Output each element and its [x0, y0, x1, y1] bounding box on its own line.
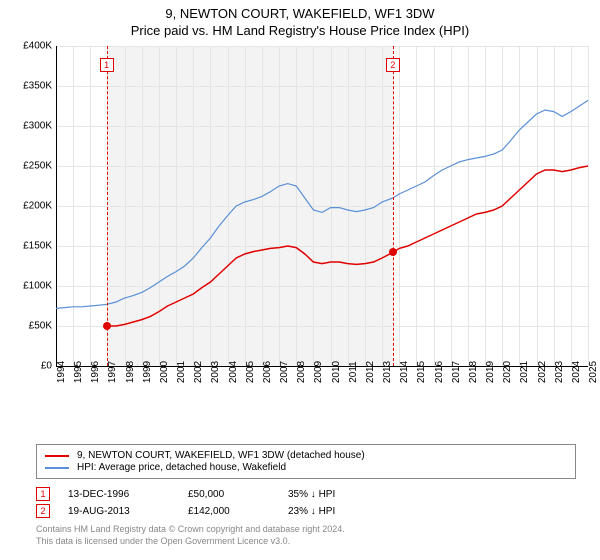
- transaction-date: 19-AUG-2013: [68, 506, 188, 517]
- x-tick-label: 2007: [279, 361, 290, 383]
- x-tick-label: 2024: [571, 361, 582, 383]
- marker-dot: [103, 322, 111, 330]
- transaction-row: 1 13-DEC-1996£50,00035% ↓ HPI: [36, 487, 576, 501]
- line-svg: [56, 46, 588, 366]
- transaction-marker-box: 1: [36, 487, 50, 501]
- series-hpi: [56, 100, 588, 308]
- legend-row: 9, NEWTON COURT, WAKEFIELD, WF1 3DW (det…: [45, 450, 567, 461]
- x-tick-label: 2013: [382, 361, 393, 383]
- transaction-row: 2 19-AUG-2013£142,00023% ↓ HPI: [36, 504, 576, 518]
- y-tick-label: £50K: [29, 321, 52, 332]
- y-tick-label: £100K: [23, 281, 52, 292]
- legend-row: HPI: Average price, detached house, Wake…: [45, 462, 567, 473]
- transactions-table: 1 13-DEC-1996£50,00035% ↓ HPI 2 19-AUG-2013…: [36, 484, 576, 521]
- x-tick-label: 2002: [193, 361, 204, 383]
- marker-box: 2: [386, 58, 400, 72]
- x-tick-label: 2023: [554, 361, 565, 383]
- x-tick-label: 1996: [90, 361, 101, 383]
- x-tick-label: 2019: [485, 361, 496, 383]
- y-tick-label: £300K: [23, 121, 52, 132]
- x-tick-label: 2021: [519, 361, 530, 383]
- x-tick-label: 2010: [331, 361, 342, 383]
- legend: 9, NEWTON COURT, WAKEFIELD, WF1 3DW (det…: [36, 444, 576, 479]
- x-tick-label: 2011: [348, 361, 359, 383]
- legend-label: HPI: Average price, detached house, Wake…: [77, 462, 286, 473]
- legend-swatch: [45, 455, 69, 457]
- y-tick-label: £250K: [23, 161, 52, 172]
- transaction-price: £142,000: [188, 506, 288, 517]
- chart-container: 9, NEWTON COURT, WAKEFIELD, WF1 3DW Pric…: [0, 0, 600, 560]
- x-axis: 1994199519961997199819992000200120022003…: [56, 366, 588, 406]
- x-tick-label: 2017: [451, 361, 462, 383]
- x-tick-label: 2001: [176, 361, 187, 383]
- transaction-price: £50,000: [188, 489, 288, 500]
- marker-dash: [107, 46, 108, 366]
- titles: 9, NEWTON COURT, WAKEFIELD, WF1 3DW Pric…: [0, 0, 600, 38]
- x-tick-label: 2020: [502, 361, 513, 383]
- x-tick-label: 2018: [468, 361, 479, 383]
- gridline-v: [588, 46, 589, 366]
- x-tick-label: 1995: [73, 361, 84, 383]
- x-tick-label: 2015: [416, 361, 427, 383]
- y-tick-label: £400K: [23, 41, 52, 52]
- x-tick-label: 1999: [142, 361, 153, 383]
- plot-area: 12: [56, 46, 588, 366]
- title-address: 9, NEWTON COURT, WAKEFIELD, WF1 3DW: [0, 6, 600, 21]
- x-tick-label: 2003: [210, 361, 221, 383]
- attribution: Contains HM Land Registry data © Crown c…: [36, 524, 576, 547]
- x-tick-label: 2009: [313, 361, 324, 383]
- title-subtitle: Price paid vs. HM Land Registry's House …: [0, 23, 600, 38]
- y-axis: £0£50K£100K£150K£200K£250K£300K£350K£400…: [8, 46, 56, 366]
- x-tick-label: 2014: [399, 361, 410, 383]
- x-tick-label: 2000: [159, 361, 170, 383]
- legend-label: 9, NEWTON COURT, WAKEFIELD, WF1 3DW (det…: [77, 450, 365, 461]
- attribution-line1: Contains HM Land Registry data © Crown c…: [36, 524, 576, 536]
- y-tick-label: £200K: [23, 201, 52, 212]
- transaction-date: 13-DEC-1996: [68, 489, 188, 500]
- x-tick-label: 2016: [434, 361, 445, 383]
- y-tick-label: £0: [41, 361, 52, 372]
- y-tick-label: £350K: [23, 81, 52, 92]
- marker-box: 1: [100, 58, 114, 72]
- x-tick-label: 2005: [245, 361, 256, 383]
- x-tick-label: 1994: [56, 361, 67, 383]
- y-tick-label: £150K: [23, 241, 52, 252]
- transaction-marker-box: 2: [36, 504, 50, 518]
- x-tick-label: 2022: [537, 361, 548, 383]
- transaction-pct: 35% ↓ HPI: [288, 489, 368, 500]
- marker-dot: [389, 248, 397, 256]
- x-tick-label: 2004: [228, 361, 239, 383]
- x-tick-label: 2012: [365, 361, 376, 383]
- transaction-pct: 23% ↓ HPI: [288, 506, 368, 517]
- x-tick-label: 1998: [125, 361, 136, 383]
- series-price_paid: [107, 166, 588, 326]
- legend-swatch: [45, 467, 69, 469]
- x-tick-label: 1997: [107, 361, 118, 383]
- chart-area: £0£50K£100K£150K£200K£250K£300K£350K£400…: [8, 46, 592, 406]
- x-tick-label: 2006: [262, 361, 273, 383]
- marker-dash: [393, 46, 394, 366]
- x-tick-label: 2008: [296, 361, 307, 383]
- x-tick-label: 2025: [588, 361, 599, 383]
- attribution-line2: This data is licensed under the Open Gov…: [36, 536, 576, 548]
